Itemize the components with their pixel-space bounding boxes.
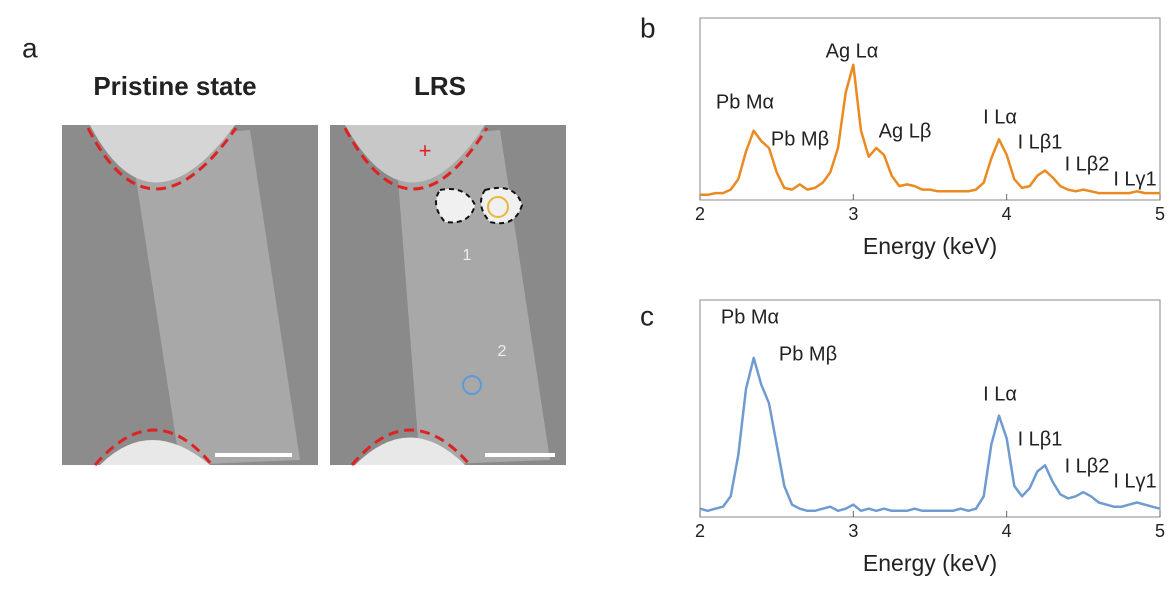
- image-title: Pristine state: [93, 71, 256, 101]
- x-tick-label: 5: [1155, 521, 1165, 541]
- peak-label: Ag Lβ: [879, 120, 932, 142]
- peak-label: I Lβ2: [1065, 153, 1110, 175]
- x-tick-label: 2: [695, 204, 705, 224]
- sem-image: [330, 125, 566, 466]
- peak-label: I Lβ1: [1018, 131, 1063, 153]
- panel-label: c: [640, 300, 654, 331]
- x-axis-label: Energy (keV): [863, 550, 997, 576]
- panel-label: a: [22, 32, 38, 63]
- image-title: LRS: [414, 71, 466, 101]
- x-tick-label: 4: [1002, 204, 1012, 224]
- x-axis-label: Energy (keV): [863, 233, 997, 259]
- peak-label: Pb Mβ: [771, 128, 829, 150]
- image-marker: 2: [498, 343, 507, 360]
- image-marker: 1: [463, 247, 472, 264]
- spectrum-line: [700, 63, 1160, 197]
- peak-label: I Lγ1: [1113, 470, 1156, 492]
- peak-label: I Lα: [983, 106, 1017, 128]
- x-tick-label: 5: [1155, 204, 1165, 224]
- plot-frame: [699, 299, 1161, 518]
- peak-label: I Lγ1: [1113, 168, 1156, 190]
- x-tick-label: 3: [848, 521, 858, 541]
- sem-image: [62, 125, 318, 466]
- peak-label: I Lβ2: [1065, 455, 1110, 477]
- peak-label: Pb Mβ: [779, 343, 837, 365]
- plot-frame: [699, 17, 1161, 201]
- peak-label: Pb Mα: [716, 91, 774, 113]
- peak-label: Pb Mα: [721, 306, 779, 328]
- x-tick-label: 4: [1002, 521, 1012, 541]
- image-marker: +: [419, 138, 432, 163]
- spectrum-line: [699, 356, 1161, 513]
- x-tick-label: 2: [695, 521, 705, 541]
- panel-label: b: [640, 12, 656, 43]
- x-tick-label: 3: [848, 204, 858, 224]
- peak-label: I Lβ1: [1018, 428, 1063, 450]
- peak-label: Ag Lα: [826, 40, 879, 62]
- peak-label: I Lα: [983, 383, 1017, 405]
